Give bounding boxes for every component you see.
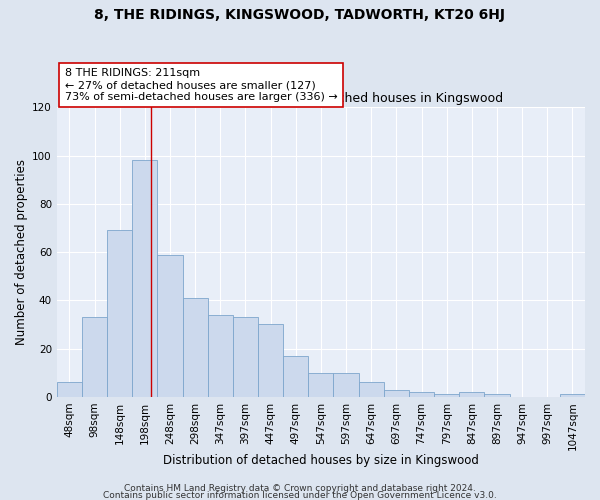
- Bar: [107, 230, 132, 397]
- Text: 8, THE RIDINGS, KINGSWOOD, TADWORTH, KT20 6HJ: 8, THE RIDINGS, KINGSWOOD, TADWORTH, KT2…: [95, 8, 505, 22]
- Text: Contains HM Land Registry data © Crown copyright and database right 2024.: Contains HM Land Registry data © Crown c…: [124, 484, 476, 493]
- Bar: [82, 317, 107, 397]
- Bar: [459, 392, 484, 397]
- X-axis label: Distribution of detached houses by size in Kingswood: Distribution of detached houses by size …: [163, 454, 479, 468]
- Text: Contains public sector information licensed under the Open Government Licence v3: Contains public sector information licen…: [103, 490, 497, 500]
- Bar: [308, 372, 334, 397]
- Bar: [233, 317, 258, 397]
- Bar: [409, 392, 434, 397]
- Bar: [560, 394, 585, 397]
- Title: Size of property relative to detached houses in Kingswood: Size of property relative to detached ho…: [139, 92, 503, 105]
- Bar: [359, 382, 384, 397]
- Bar: [434, 394, 459, 397]
- Bar: [334, 372, 359, 397]
- Bar: [157, 254, 182, 397]
- Y-axis label: Number of detached properties: Number of detached properties: [15, 159, 28, 345]
- Bar: [258, 324, 283, 397]
- Bar: [182, 298, 208, 397]
- Bar: [57, 382, 82, 397]
- Bar: [484, 394, 509, 397]
- Text: 8 THE RIDINGS: 211sqm
← 27% of detached houses are smaller (127)
73% of semi-det: 8 THE RIDINGS: 211sqm ← 27% of detached …: [65, 68, 337, 102]
- Bar: [208, 315, 233, 397]
- Bar: [132, 160, 157, 397]
- Bar: [384, 390, 409, 397]
- Bar: [283, 356, 308, 397]
